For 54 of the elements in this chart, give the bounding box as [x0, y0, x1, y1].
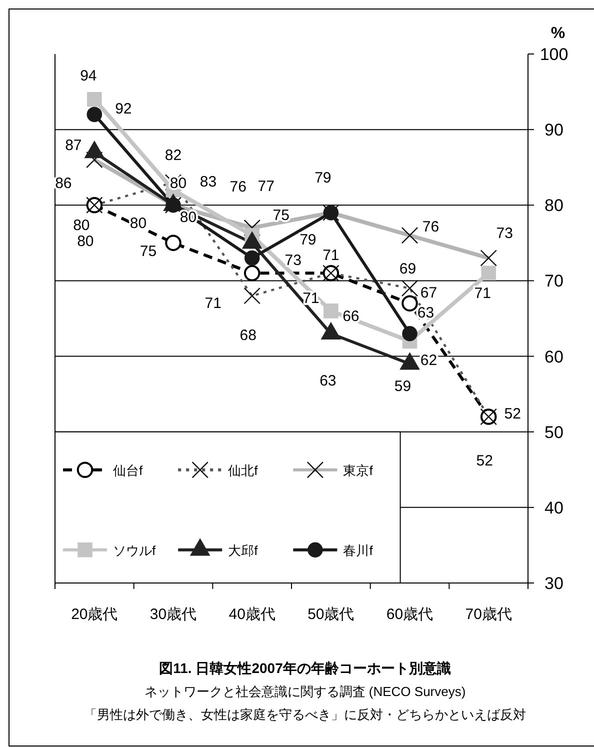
- data-label: 59: [394, 378, 412, 395]
- x-tick-label: 40歳代: [228, 606, 276, 623]
- y-tick-label: 30: [544, 574, 564, 593]
- data-label: 82: [164, 147, 182, 164]
- data-label: 71: [302, 290, 320, 308]
- y-tick-label: 50: [544, 422, 564, 442]
- data-label: 79: [300, 232, 316, 249]
- y-tick-label: 90: [544, 120, 564, 140]
- legend-label: 東京f: [343, 462, 374, 478]
- data-label: 80: [77, 233, 94, 250]
- data-label: 52: [476, 452, 493, 470]
- data-label: 52: [504, 406, 521, 423]
- y-axis-title: %: [550, 25, 566, 42]
- data-label: 75: [140, 242, 157, 260]
- data-label: 68: [240, 326, 256, 344]
- data-label: 86: [55, 174, 72, 192]
- data-label: 94: [80, 67, 97, 84]
- data-label: 79: [314, 170, 332, 187]
- text: ネットワークと社会意識に関する調査 (NECO Surveys): [144, 684, 466, 699]
- data-label: 71: [204, 295, 222, 312]
- y-tick-label: 60: [544, 347, 564, 366]
- y-tick-label: 80: [544, 196, 564, 216]
- data-label: 87: [65, 137, 82, 154]
- legend-label: 仙北f: [228, 462, 258, 478]
- data-label: 77: [258, 178, 274, 195]
- data-label: 73: [284, 252, 302, 270]
- data-label: 67: [420, 284, 438, 302]
- data-label: 73: [496, 225, 513, 242]
- legend-label: 大邱f: [228, 542, 258, 558]
- data-label: 83: [200, 173, 217, 190]
- data-label: 71: [322, 247, 340, 264]
- y-tick-label: 100: [540, 45, 568, 64]
- x-tick-label: 60歳代: [386, 606, 434, 623]
- data-label: 92: [115, 100, 132, 118]
- legend-label: 春川f: [343, 542, 374, 558]
- text: 図11. 日韓女性2007年の年齢コーホート別意識: [159, 660, 451, 676]
- x-tick-label: 20歳代: [71, 606, 118, 623]
- data-label: 62: [420, 352, 438, 370]
- data-label: 76: [230, 178, 246, 196]
- x-tick-label: 50歳代: [308, 606, 354, 623]
- legend-label: 仙台f: [113, 462, 143, 478]
- data-label: 71: [474, 285, 491, 302]
- data-label: 69: [399, 260, 416, 278]
- x-tick-label: 70歳代: [465, 606, 512, 623]
- x-tick-label: 30歳代: [150, 606, 197, 623]
- data-label: 76: [422, 218, 440, 236]
- data-label: 63: [320, 372, 336, 390]
- data-label: 75: [272, 206, 290, 224]
- y-tick-label: 40: [544, 498, 564, 518]
- text: 「男性は外で働き、女性は家庭を守るべき」に反対・どちらかといえば反対: [84, 707, 526, 722]
- y-tick-label: 70: [544, 272, 564, 291]
- data-label: 66: [342, 308, 360, 325]
- data-label: 80: [73, 217, 90, 234]
- legend-label: ソウルf: [113, 542, 156, 558]
